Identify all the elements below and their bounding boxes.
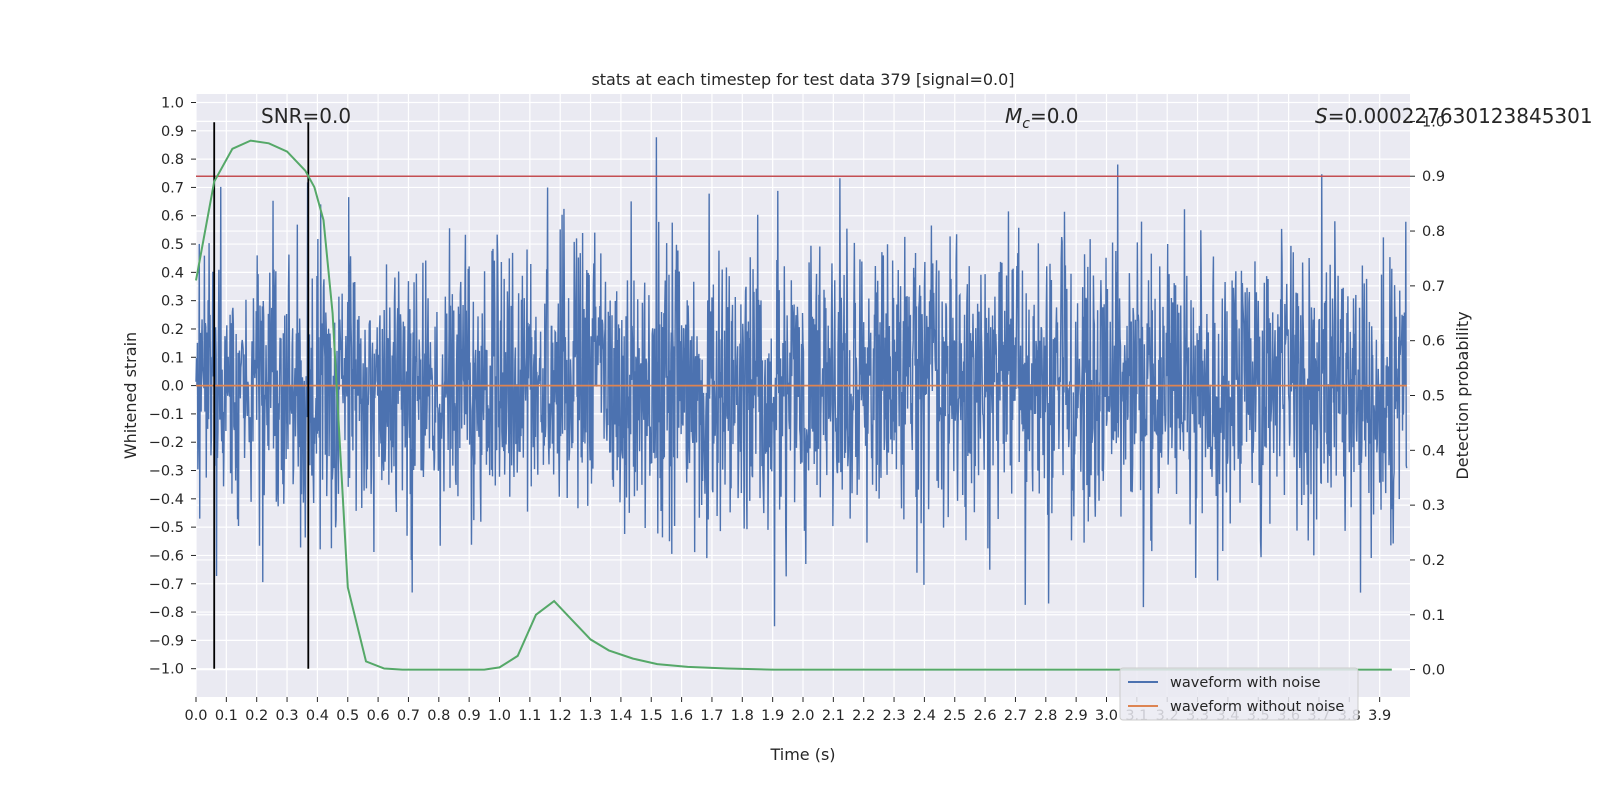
x-tick-label: 2.8 — [1034, 708, 1057, 724]
y-tick-label: 0.9 — [161, 124, 184, 140]
y-tick-label: −1.0 — [149, 662, 184, 678]
y-tick-label: 0.4 — [161, 265, 184, 281]
legend-entry-noise: waveform with noise — [1170, 675, 1321, 691]
y-tick-label: 0.7 — [161, 180, 184, 196]
y2-axis-label: Detection probability — [1453, 311, 1472, 479]
y-axis-label: Whitened strain — [121, 332, 140, 459]
y2-tick-label: 0.6 — [1422, 334, 1445, 350]
x-tick-label: 1.0 — [488, 708, 511, 724]
chart-title: stats at each timestep for test data 379… — [591, 70, 1014, 89]
y-tick-label: −0.6 — [149, 548, 184, 564]
x-tick-label: 1.1 — [518, 708, 541, 724]
x-tick-label: 0.4 — [306, 708, 329, 724]
x-tick-label: 2.6 — [974, 708, 997, 724]
series-waveform-with-noise — [195, 137, 1408, 627]
x-tick-label: 2.1 — [822, 708, 845, 724]
y2-tick-label: 1.0 — [1422, 114, 1445, 130]
x-tick-label: 2.7 — [1004, 708, 1027, 724]
annotations: SNR=0.0 Mc=0.0 S=0.000227630123845301 — [261, 104, 1593, 132]
x-tick-label: 2.4 — [913, 708, 936, 724]
y-tick-label: 0.3 — [161, 294, 184, 310]
y2-tick-label: 0.4 — [1422, 443, 1445, 459]
x-tick-label: 0.2 — [245, 708, 268, 724]
y-tick-label: −0.5 — [149, 520, 184, 536]
y-tick-label: −0.8 — [149, 605, 184, 621]
y2-tick-label: 0.2 — [1422, 553, 1445, 569]
legend: waveform with noise waveform without noi… — [1119, 667, 1359, 721]
y-axis-ticks: −1.0 −0.9 −0.8 −0.7 −0.6 −0.5 −0.4 −0.3 −0.2 −0.1… — [149, 95, 196, 678]
x-tick-label: 2.3 — [883, 708, 906, 724]
x-tick-label: 2.9 — [1065, 708, 1088, 724]
y-tick-label: 0.6 — [161, 209, 184, 225]
y2-tick-label: 0.9 — [1422, 169, 1445, 185]
x-tick-label: 0.8 — [427, 708, 450, 724]
x-tick-label: 0.5 — [336, 708, 359, 724]
y-tick-label: −0.2 — [149, 435, 184, 451]
y-tick-label: 1.0 — [161, 95, 184, 111]
y-tick-label: −0.4 — [149, 492, 184, 508]
y-tick-label: −0.1 — [149, 407, 184, 423]
y-tick-label: −0.9 — [149, 633, 184, 649]
y2-tick-label: 0.1 — [1422, 608, 1445, 624]
x-tick-label: 1.5 — [640, 708, 663, 724]
y-tick-label: 0.2 — [161, 322, 184, 338]
x-tick-label: 1.3 — [579, 708, 602, 724]
x-tick-label: 2.0 — [791, 708, 814, 724]
y-tick-label: −0.3 — [149, 464, 184, 480]
y-tick-label: 0.0 — [161, 379, 184, 395]
y2-tick-label: 0.0 — [1422, 663, 1445, 679]
x-tick-label: 0.7 — [397, 708, 420, 724]
score-annotation: S=0.000227630123845301 — [1315, 104, 1593, 128]
y2-tick-label: 0.3 — [1422, 498, 1445, 514]
snr-annotation: SNR=0.0 — [261, 104, 351, 128]
y-tick-label: 0.8 — [161, 152, 184, 168]
y2-tick-label: 0.5 — [1422, 389, 1445, 405]
legend-box — [1119, 667, 1359, 721]
x-tick-label: 0.0 — [184, 708, 207, 724]
x-tick-label: 3.9 — [1368, 708, 1391, 724]
x-tick-label: 1.7 — [700, 708, 723, 724]
y2-axis-ticks: 0.0 0.1 0.2 0.3 0.4 0.5 0.6 0.7 0.8 0.9 1.0 — [1410, 114, 1445, 679]
y2-tick-label: 0.7 — [1422, 279, 1445, 295]
x-tick-label: 2.2 — [852, 708, 875, 724]
x-tick-label: 1.6 — [670, 708, 693, 724]
legend-entry-clean: waveform without noise — [1170, 699, 1344, 715]
x-tick-label: 0.3 — [276, 708, 299, 724]
y-tick-label: 0.5 — [161, 237, 184, 253]
x-tick-label: 1.4 — [609, 708, 632, 724]
x-tick-label: 0.9 — [458, 708, 481, 724]
x-tick-label: 1.9 — [761, 708, 784, 724]
chirp-mass-annotation: Mc=0.0 — [1005, 104, 1079, 132]
y2-tick-label: 0.8 — [1422, 224, 1445, 240]
y-tick-label: −0.7 — [149, 577, 184, 593]
x-tick-label: 0.6 — [367, 708, 390, 724]
x-tick-label: 2.5 — [943, 708, 966, 724]
y-tick-label: 0.1 — [161, 350, 184, 366]
x-tick-label: 1.8 — [731, 708, 754, 724]
x-tick-label: 1.2 — [549, 708, 572, 724]
x-tick-label: 0.1 — [215, 708, 238, 724]
x-tick-label: 3.0 — [1095, 708, 1118, 724]
x-axis-label: Time (s) — [769, 745, 835, 764]
series-detection-probability — [195, 139, 1392, 671]
plot-content — [195, 122, 1410, 671]
